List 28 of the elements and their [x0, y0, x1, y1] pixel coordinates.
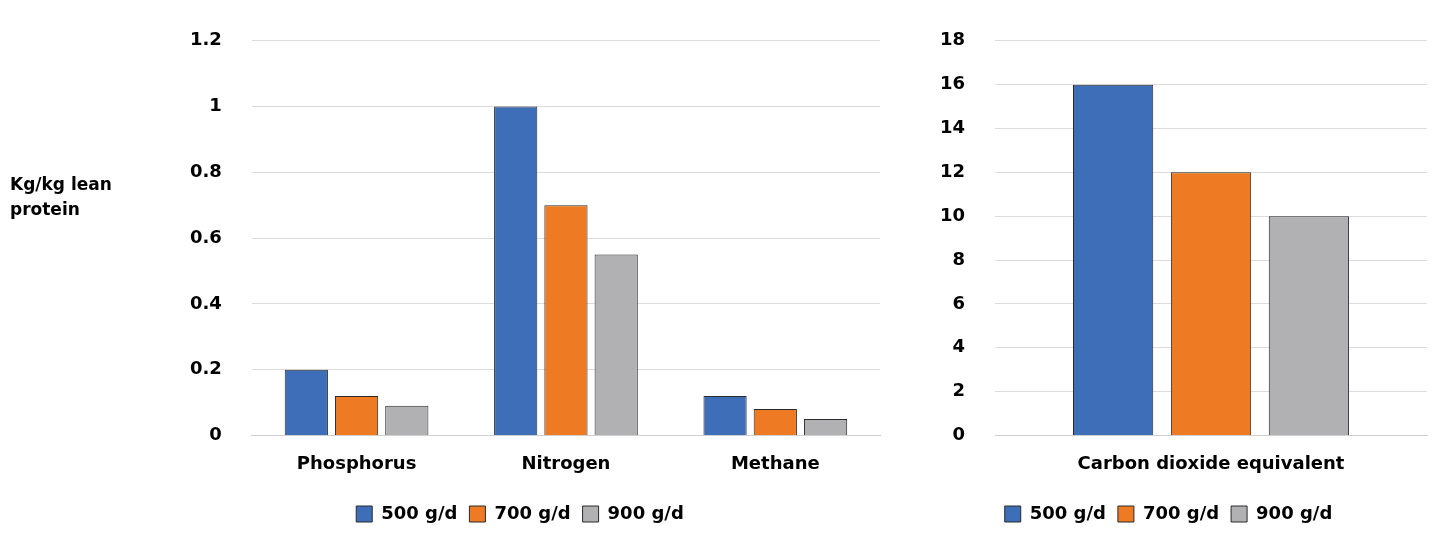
legend-label: 500 g/d [381, 501, 458, 523]
y-tick-label: 0 [209, 423, 222, 445]
y-tick-label: 6 [952, 291, 966, 313]
y-tick-label: 0.4 [190, 291, 222, 313]
y-tick-label: 0.2 [190, 357, 222, 379]
legend-label: 700 g/d [494, 501, 571, 523]
y-tick-label: 1.2 [190, 28, 222, 50]
y-tick-label: 14 [939, 116, 966, 138]
x-tick-label: Carbon dioxide equivalent [1077, 451, 1345, 473]
y-tick-label: 16 [939, 72, 966, 94]
legend-label: 900 g/d [1256, 501, 1333, 523]
y-tick-label: 0.8 [190, 160, 222, 182]
y-tick-label: 10 [939, 203, 966, 225]
y-tick-label: 18 [939, 28, 966, 50]
legend-label: 500 g/d [1029, 501, 1106, 523]
y-tick-label: 0 [952, 423, 966, 445]
y-axis-title: Kg/kg lean protein [9, 173, 113, 221]
legend-label: 700 g/d [1142, 501, 1220, 523]
y-tick-label: 4 [952, 335, 966, 357]
y-tick-label: 12 [939, 160, 966, 182]
y-tick-label: 8 [952, 247, 966, 269]
legend-label: 900 g/d [607, 501, 684, 523]
x-tick-label: Methane [730, 451, 820, 473]
y-tick-label: 2 [952, 379, 966, 401]
y-tick-label: 1 [209, 94, 222, 116]
x-tick-label: Phosphorus [296, 451, 417, 473]
x-tick-label: Nitrogen [521, 451, 611, 473]
y-tick-label: 0.6 [190, 225, 222, 247]
